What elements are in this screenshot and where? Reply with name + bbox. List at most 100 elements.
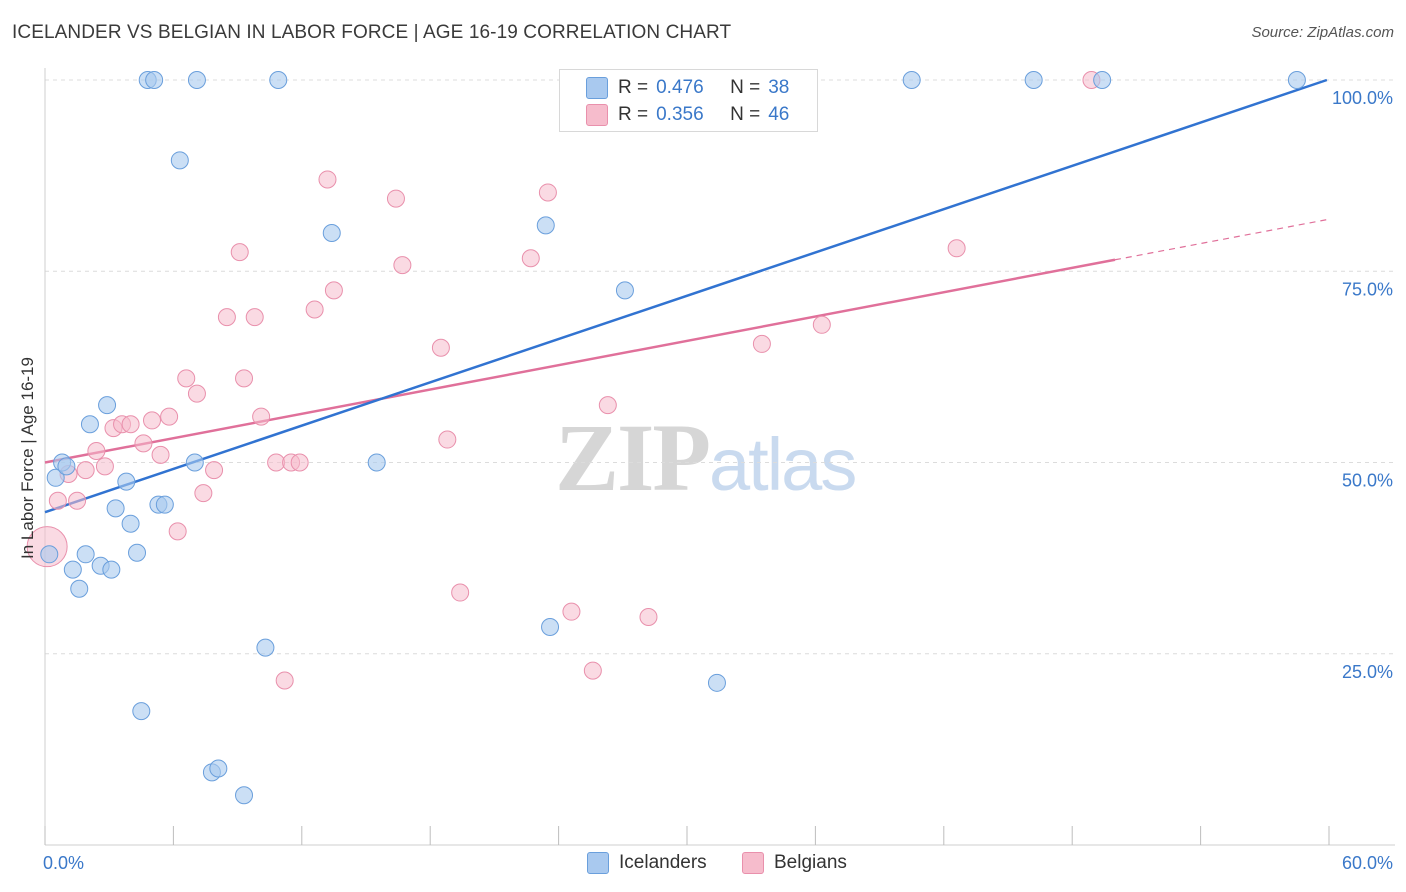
y-axis-label: In Labor Force | Age 16-19 (18, 357, 37, 559)
correlation-legend: R = 0.476 N = 38 R = 0.356 N = 46 (559, 69, 818, 132)
point-belgians (598, 396, 617, 415)
point-icelanders (102, 560, 121, 579)
point-icelanders (170, 151, 189, 170)
point-belgians (752, 334, 771, 353)
point-belgians (235, 369, 254, 388)
watermark-atlas: atlas (709, 423, 857, 506)
legend-r-value: 0.356 (656, 104, 704, 125)
point-icelanders (106, 499, 125, 518)
watermark: ZIPatlas (555, 402, 857, 513)
point-belgians (267, 453, 286, 472)
point-belgians (217, 308, 236, 327)
legend-item-belgians: Belgians (742, 852, 847, 874)
point-belgians (318, 170, 337, 189)
legend-swatch-icelanders (586, 77, 608, 99)
point-belgians (160, 407, 179, 426)
x-tick-label: 0.0% (43, 853, 84, 873)
point-belgians (275, 671, 294, 690)
point-icelanders (1024, 71, 1043, 89)
point-icelanders (269, 71, 288, 89)
point-belgians (451, 583, 470, 602)
tick-labels: 25.0% 50.0% 75.0% 100.0% 0.0% 60.0% (43, 88, 1393, 873)
point-icelanders (132, 702, 151, 721)
point-belgians (812, 315, 831, 334)
data-points (26, 71, 1306, 805)
legend-n-value: 46 (768, 104, 790, 125)
point-belgians (95, 457, 114, 476)
point-belgians (538, 183, 557, 202)
legend-label-belgians: Belgians (774, 852, 847, 873)
point-icelanders (235, 786, 254, 805)
point-icelanders (98, 396, 117, 415)
point-belgians (305, 300, 324, 319)
point-icelanders (57, 457, 76, 476)
point-icelanders (1287, 71, 1306, 89)
watermark-zip: ZIP (555, 404, 711, 511)
point-icelanders (707, 673, 726, 692)
point-icelanders (40, 545, 59, 564)
point-icelanders (256, 638, 275, 657)
chart-title: ICELANDER VS BELGIAN IN LABOR FORCE | AG… (12, 22, 732, 43)
legend-swatch-icelanders (587, 852, 609, 874)
point-belgians (230, 243, 249, 262)
point-belgians (68, 491, 87, 510)
y-tick-label: 25.0% (1342, 662, 1393, 682)
point-belgians (205, 461, 224, 480)
point-belgians (177, 369, 196, 388)
point-belgians (76, 461, 95, 480)
point-belgians (431, 338, 450, 357)
point-belgians (639, 608, 658, 627)
point-icelanders (76, 545, 95, 564)
y-tick-label: 75.0% (1342, 279, 1393, 299)
y-tick-label: 100.0% (1332, 88, 1393, 108)
point-belgians (583, 661, 602, 680)
legend-r-label: R = (618, 104, 649, 125)
point-icelanders (615, 281, 634, 300)
point-belgians (187, 384, 206, 403)
point-icelanders (902, 71, 921, 89)
point-belgians (48, 491, 67, 510)
point-icelanders (322, 224, 341, 242)
point-icelanders (155, 495, 174, 514)
legend-r-value: 0.476 (656, 77, 704, 98)
axes (44, 68, 1395, 846)
legend-n-label: N = (730, 104, 761, 125)
point-icelanders (121, 514, 140, 533)
trend-line-icelanders (44, 78, 1328, 514)
trend-lines (44, 78, 1330, 514)
point-icelanders (63, 560, 82, 579)
point-belgians (393, 256, 412, 275)
point-belgians (562, 602, 581, 621)
point-icelanders (185, 453, 204, 472)
legend-label-icelanders: Icelanders (619, 852, 707, 873)
point-belgians (252, 407, 271, 426)
legend-swatch-belgians (742, 852, 764, 874)
point-belgians (521, 249, 540, 268)
point-icelanders (1093, 71, 1112, 89)
gridlines (45, 79, 1395, 655)
point-icelanders (80, 415, 99, 434)
legend-n-label: N = (730, 77, 761, 98)
point-icelanders (145, 71, 164, 89)
legend-r-label: R = (618, 77, 649, 98)
point-icelanders (128, 543, 147, 562)
point-icelanders (541, 617, 560, 636)
point-belgians (438, 430, 457, 449)
point-belgians (245, 308, 264, 327)
point-icelanders (46, 468, 65, 487)
point-belgians (194, 484, 213, 503)
point-belgians (143, 411, 161, 430)
trend-line-belgians-extension (1114, 218, 1330, 261)
y-tick-label: 50.0% (1342, 471, 1393, 491)
point-belgians (134, 434, 153, 453)
point-icelanders (536, 216, 555, 235)
point-icelanders (367, 453, 386, 472)
point-belgians (386, 189, 405, 208)
point-belgians (121, 415, 140, 434)
point-belgians (168, 522, 187, 541)
legend-item-icelanders: Icelanders (587, 852, 707, 874)
x-tick-label: 60.0% (1342, 853, 1393, 873)
point-belgians (290, 453, 309, 472)
point-belgians (947, 239, 966, 258)
